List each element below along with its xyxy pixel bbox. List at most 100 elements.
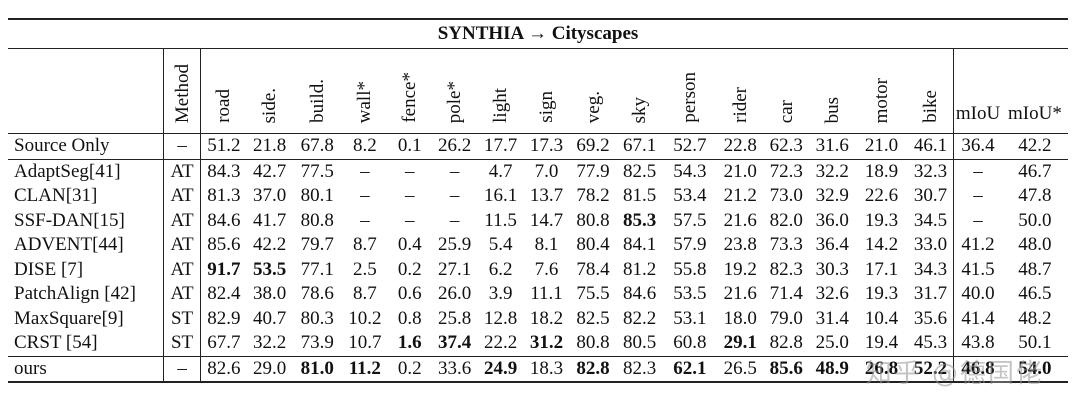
table-row: ADVENT[44] AT 85.6 42.2 79.7 8.7 0.4 25.9 5.4 8.1… [8, 233, 1068, 258]
row-value: 19.3 [864, 209, 899, 231]
row-value: 31.6 [809, 133, 856, 160]
row-value: 32.3 [907, 159, 955, 184]
row-method: AT [163, 159, 202, 184]
row-value: 26.5 [717, 356, 764, 383]
row-value: 57.5 [673, 209, 707, 231]
row-method: – [163, 133, 202, 160]
row-value: 85.3 [622, 209, 657, 231]
row-value: 13.7 [529, 185, 564, 206]
row-value: 14.2 [864, 234, 899, 255]
row-value: 19.3 [864, 283, 899, 304]
header-class: build. [292, 48, 342, 134]
row-value: 34.5 [907, 208, 955, 233]
row-value: 29.1 [717, 331, 764, 357]
row-value: 32.9 [815, 185, 849, 206]
header-class: bike [907, 48, 955, 134]
row-value: 18.0 [723, 307, 757, 329]
row-value: 17.1 [864, 258, 899, 280]
row-value: – [360, 160, 370, 182]
row-value: 37.0 [253, 185, 287, 206]
header-class-label: road [213, 89, 235, 123]
row-value: 41.7 [253, 209, 287, 231]
table-row: Source Only –51.2 21.8 67.8 8.2 0.1 26.2 17.7 17… [8, 133, 1068, 160]
row-value: 60.8 [662, 331, 718, 357]
header-blank [8, 48, 164, 134]
header-class: car [763, 48, 810, 134]
header-class-label: fence* [399, 72, 421, 123]
row-value: 53.5 [253, 258, 287, 280]
row-value: 81.2 [622, 258, 657, 280]
row-value: 25.8 [437, 307, 472, 329]
row-value: 77.9 [576, 160, 610, 182]
row-value: 52.2 [907, 356, 955, 383]
row-value: 17.3 [523, 133, 570, 160]
row-value: 80.8 [569, 331, 617, 357]
row-value: 18.3 [523, 356, 570, 383]
row-value: 38.0 [253, 283, 287, 304]
row-value: 75.5 [576, 283, 610, 304]
row-value: – [360, 185, 370, 206]
row-value: 11.2 [341, 356, 388, 383]
row-value: 85.6 [763, 356, 810, 383]
row-value: 11.5 [484, 209, 517, 231]
row-value: 45.3 [907, 331, 955, 357]
row-value: 79.7 [300, 234, 334, 255]
row-value: 31.4 [815, 307, 849, 329]
header-class: fence* [387, 48, 432, 134]
header-class-label: side. [259, 87, 281, 123]
table-row: AdaptSeg[41] AT 84.3 42.7 77.5 – – – 4.7 7.0 77.9 8… [8, 159, 1068, 184]
table-row: MaxSquare[9] ST 82.9 40.7 80.3 10.2 0.8 25.8 12.… [8, 306, 1068, 331]
row-value: 22.6 [864, 185, 899, 206]
row-value: 82.5 [622, 160, 657, 182]
row-value: 81.0 [292, 356, 342, 383]
row-value: 37.4 [431, 331, 478, 357]
row-value: 53.4 [673, 185, 707, 206]
row-value: 81.3 [207, 185, 241, 206]
table-row: CLAN[31] AT 81.3 37.0 80.1 – – – 16.1 13.7 78.2 81.… [8, 184, 1068, 209]
header-miou-star: mIoU* [1001, 48, 1068, 134]
row-method: AT [163, 257, 202, 282]
row-value: 73.3 [769, 234, 803, 255]
row-value: 82.6 [200, 356, 247, 383]
row-value: 35.6 [907, 306, 955, 331]
row-miou-star: 54.0 [1001, 356, 1068, 383]
row-method: – [163, 356, 202, 383]
row-miou-star: 50.0 [1018, 209, 1052, 231]
row-method: AT [163, 208, 202, 233]
row-value: 80.3 [300, 307, 334, 329]
row-value: 8.2 [341, 133, 388, 160]
row-value: 19.4 [855, 331, 908, 357]
row-value: 8.1 [534, 234, 559, 255]
row-method: ST [163, 306, 202, 331]
header-class: person [662, 48, 718, 134]
row-miou-star: 46.5 [1018, 283, 1052, 304]
header-class: wall* [341, 48, 388, 134]
row-name: PatchAlign [42] [8, 282, 164, 307]
row-name: ours [8, 356, 164, 383]
row-miou: 43.8 [953, 331, 1002, 357]
row-value: 62.1 [662, 356, 718, 383]
row-value: 25.9 [437, 234, 472, 255]
table-row: ours –82.6 29.0 81.0 11.2 0.2 33.6 24.9 18.3 82.8… [8, 356, 1068, 383]
header-class: light [477, 48, 524, 134]
row-value: 8.7 [352, 234, 377, 255]
header-class-label: rider [729, 87, 751, 123]
row-value: 67.7 [200, 331, 247, 357]
row-value: 67.1 [616, 133, 663, 160]
row-value: 21.6 [723, 209, 757, 231]
row-value: 0.4 [397, 234, 422, 255]
row-value: 80.8 [576, 209, 610, 231]
row-value: 16.1 [483, 185, 518, 206]
row-value: 31.2 [523, 331, 570, 357]
row-value: 82.4 [207, 283, 241, 304]
row-value: 25.0 [809, 331, 856, 357]
row-value: 26.2 [431, 133, 478, 160]
row-miou-star: 50.1 [1001, 331, 1068, 357]
row-value: 42.2 [253, 234, 287, 255]
row-value: 51.2 [200, 133, 247, 160]
row-name: AdaptSeg[41] [8, 159, 164, 184]
row-value: 77.1 [300, 258, 334, 280]
row-value: – [404, 160, 415, 182]
row-value: 11.1 [530, 283, 563, 304]
row-value: 84.6 [207, 209, 241, 231]
